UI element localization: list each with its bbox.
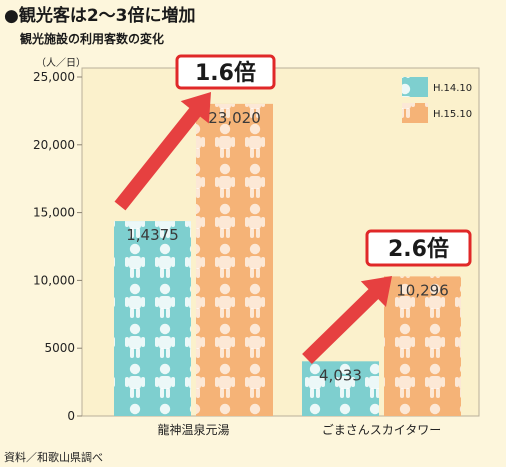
legend-label-h15: H.15.10 [433,109,472,120]
y-tick-label: 0 [67,409,75,423]
source-note: 資料／和歌山県調べ [4,450,103,464]
y-tick-label: 15,000 [33,206,75,220]
subtitle: 観光施設の利用客数の変化 [20,31,164,46]
bar-value-label: 1,4375 [126,226,179,244]
legend: H.14.10 H.15.10 [402,77,472,123]
bar-people-pattern [196,103,273,416]
bar-value-label: 23,020 [208,109,261,127]
bar-value-label: 4,033 [319,366,362,384]
legend-swatch-h15 [402,103,428,123]
ratio-badge-label: 2.6倍 [388,236,449,262]
growth-arrow [302,276,392,365]
bar-people-pattern [302,361,379,416]
bar-people-pattern [384,276,461,416]
category-label: ごまさんスカイタワー [322,422,442,437]
ratio-badge-label: 1.6倍 [195,60,256,86]
y-tick-label: 20,000 [33,138,75,152]
y-tick-label: 5000 [44,341,75,355]
ratio-badge [365,229,472,267]
y-axis-unit-label: （人／日） [36,57,86,69]
legend-label-h14: H.14.10 [433,83,472,94]
y-tick-label: 25,000 [33,70,75,84]
category-label: 龍神温泉元湯 [157,422,229,437]
growth-arrow [114,92,211,211]
legend-swatch-h14 [402,77,428,97]
bar-value-label: 10,296 [396,281,449,299]
bar-people-pattern [114,221,191,416]
y-tick-label: 10,000 [33,273,75,287]
headline: ●観光客は2〜3倍に増加 [4,5,196,26]
ratio-badge [175,54,276,90]
